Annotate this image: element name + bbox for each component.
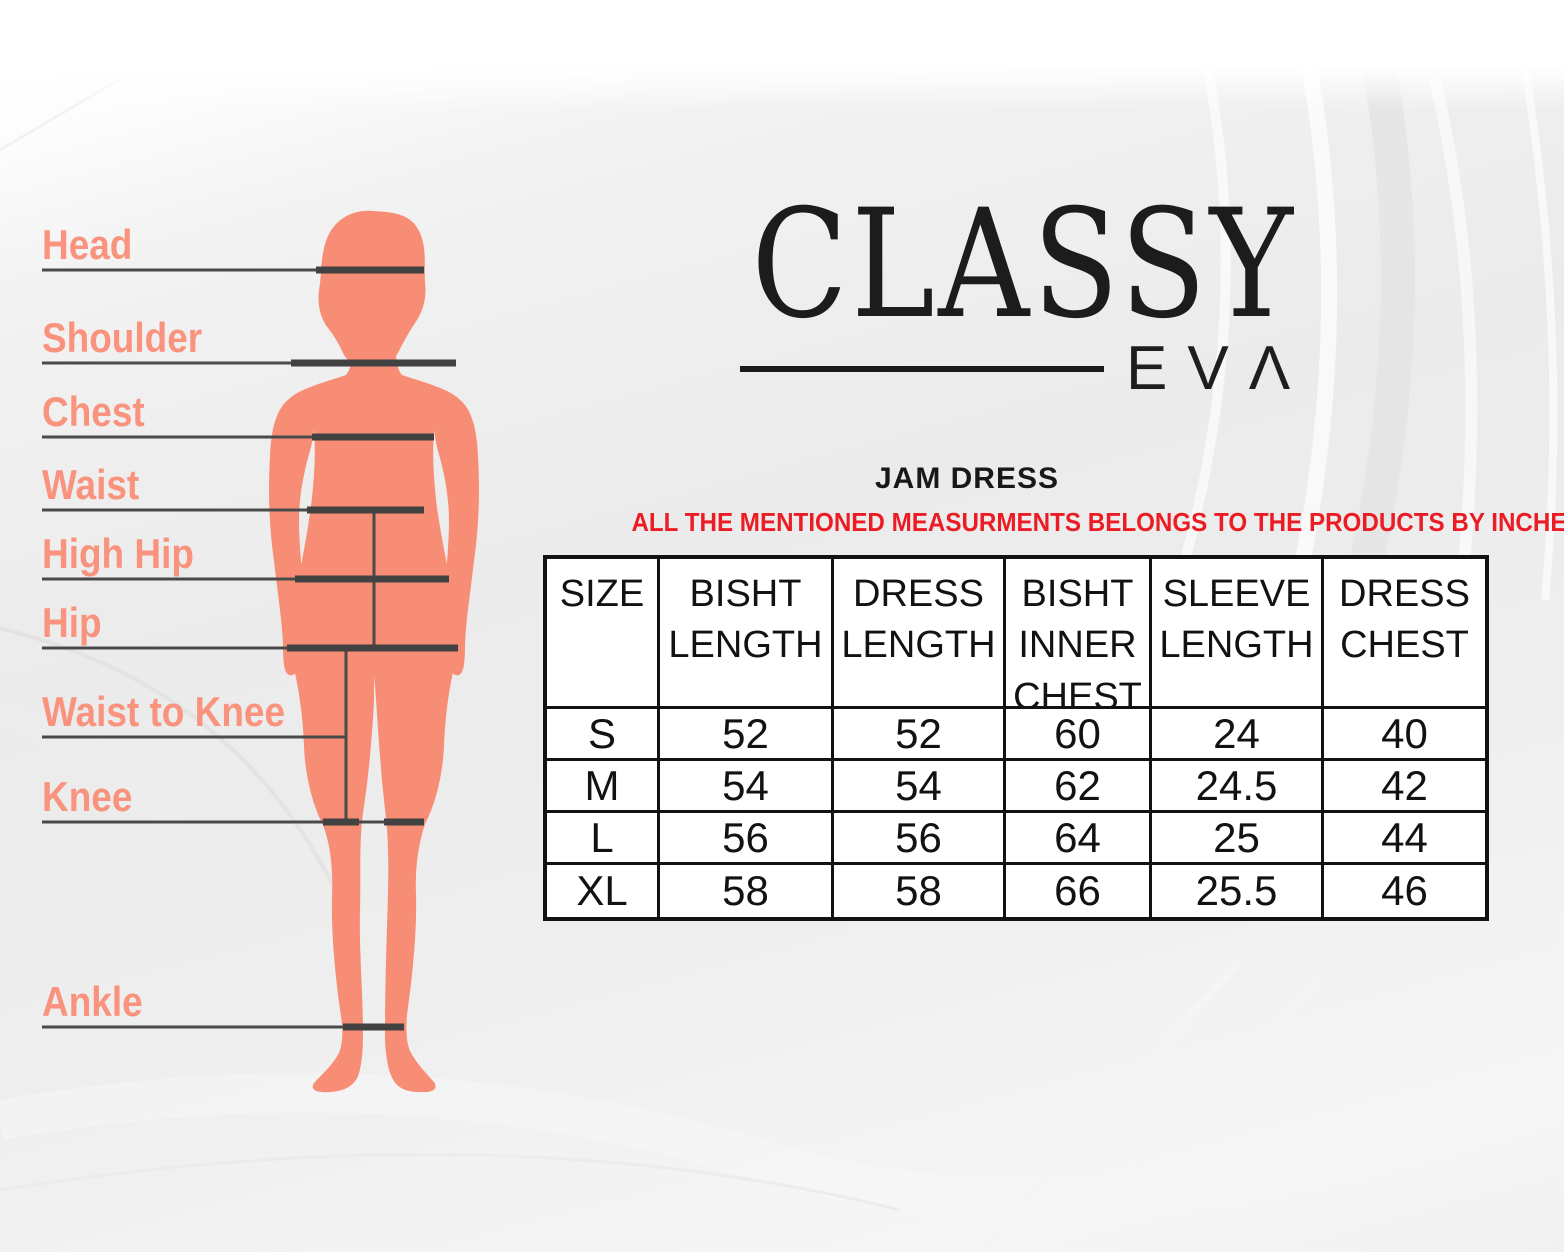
label-chest: Chest [42, 388, 145, 435]
size-l: L [547, 813, 660, 865]
measurement-body-spans [287, 266, 458, 1031]
label-shoulder: Shoulder [42, 314, 203, 361]
col-header-size: SIZE [547, 559, 660, 709]
value-cell: 56 [660, 813, 834, 865]
silhouette-head [318, 210, 426, 368]
value-cell: 24.5 [1152, 761, 1324, 813]
label-head: Head [42, 221, 133, 268]
col-header-sleeve-length: SLEEVE LENGTH [1152, 559, 1324, 709]
female-silhouette [269, 210, 479, 1093]
value-cell: 54 [834, 761, 1006, 813]
col-header-dress-chest: DRESS CHEST [1324, 559, 1485, 709]
value-cell: 44 [1324, 813, 1485, 865]
size-s: S [547, 709, 660, 761]
silhouette-body [269, 337, 479, 1093]
value-cell: 58 [660, 865, 834, 917]
value-cell: 40 [1324, 709, 1485, 761]
col-header-bisht-length: BISHT LENGTH [660, 559, 834, 709]
size-chart-table: SIZE BISHT LENGTH DRESS LENGTH BISHT INN… [543, 555, 1489, 921]
measurement-note: ALL THE MENTIONED MEASURMENTS BELONGS TO… [631, 507, 1564, 537]
top-white-band [0, 0, 1564, 110]
size-m: M [547, 761, 660, 813]
product-title: JAM DRESS [874, 462, 1060, 495]
value-cell: 62 [1006, 761, 1152, 813]
brand-logo-classy: CLASSY [751, 178, 1297, 352]
label-waist: Waist [42, 461, 140, 508]
value-cell: 46 [1324, 865, 1485, 917]
value-cell: 52 [834, 709, 1006, 761]
value-cell: 54 [660, 761, 834, 813]
value-cell: 52 [660, 709, 834, 761]
label-ankle: Ankle [42, 978, 143, 1025]
value-cell: 58 [834, 865, 1006, 917]
value-cell: 42 [1324, 761, 1485, 813]
value-cell: 60 [1006, 709, 1152, 761]
label-waist-to-knee: Waist to Knee [42, 688, 286, 735]
value-cell: 24 [1152, 709, 1324, 761]
value-cell: 56 [834, 813, 1006, 865]
brand-sub-eva: EVΛ [1126, 334, 1311, 403]
value-cell: 25.5 [1152, 865, 1324, 917]
value-cell: 66 [1006, 865, 1152, 917]
col-header-bisht-inner-chest: BISHT INNER CHEST [1006, 559, 1152, 718]
col-header-dress-length: DRESS LENGTH [834, 559, 1006, 709]
label-hip: Hip [42, 599, 102, 646]
brand-underline [740, 366, 1104, 372]
value-cell: 25 [1152, 813, 1324, 865]
label-knee: Knee [42, 773, 133, 820]
label-high-hip: High Hip [42, 530, 194, 577]
size-xl: XL [547, 865, 660, 917]
value-cell: 64 [1006, 813, 1152, 865]
